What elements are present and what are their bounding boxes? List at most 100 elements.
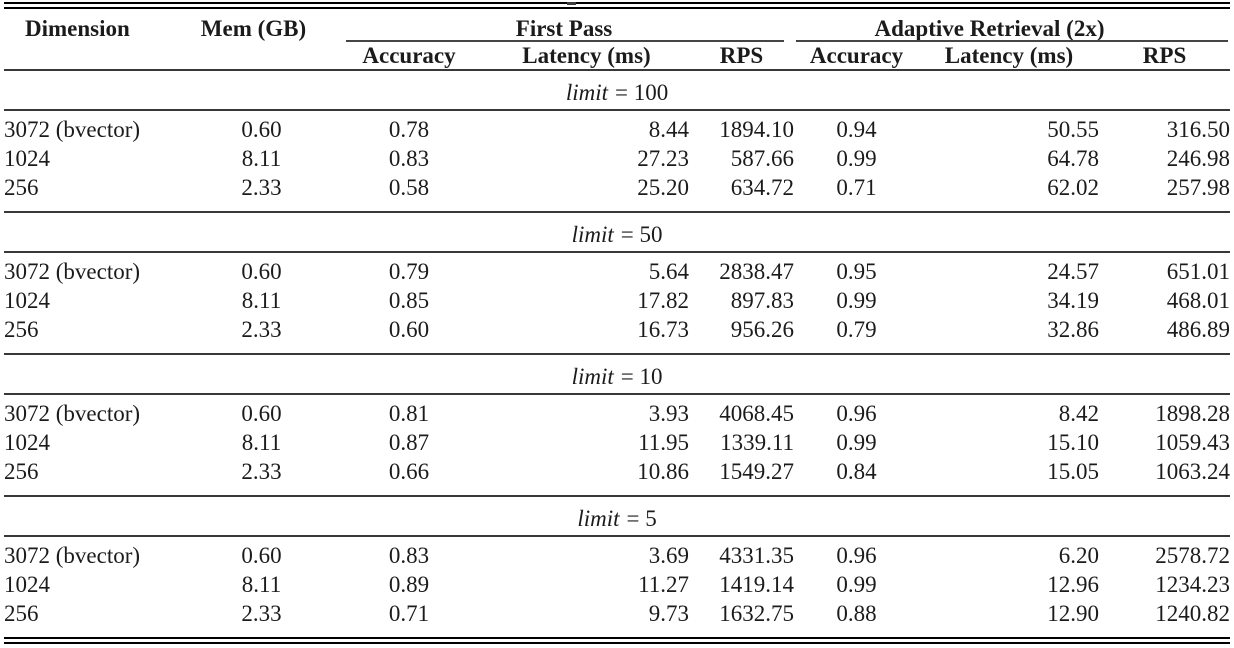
cell-fp-accuracy: 0.89 [388, 572, 430, 597]
cell-ar-accuracy: 0.84 [836, 459, 877, 484]
cell-ar-latency: 32.86 [1047, 317, 1099, 342]
cell-ar-accuracy: 0.96 [836, 543, 877, 568]
table-row: 3072 (bvector) 0.60 0.83 3.69 4331.35 0.… [4, 536, 1230, 570]
limit-value: = 10 [620, 364, 663, 389]
cell-ar-latency: 15.05 [1047, 459, 1099, 484]
cell-mem: 2.33 [241, 601, 282, 626]
cell-ar-rps: 316.50 [1166, 117, 1231, 142]
col-header-ar-accuracy: Accuracy [809, 43, 904, 68]
cell-fp-latency: 3.69 [648, 543, 689, 568]
cell-fp-accuracy: 0.58 [388, 175, 430, 200]
cell-fp-rps: 897.83 [730, 288, 794, 313]
cell-fp-latency: 16.73 [637, 317, 689, 342]
limit-value: = 50 [620, 222, 663, 247]
cell-fp-accuracy: 0.60 [388, 317, 430, 342]
cell-ar-accuracy: 0.99 [836, 430, 877, 455]
cell-ar-rps: 468.01 [1166, 288, 1231, 313]
limit-variable: limit [571, 222, 614, 247]
table-row: 256 2.33 0.60 16.73 956.26 0.79 32.86 48… [4, 315, 1230, 354]
group-header-first-pass: First Pass [334, 6, 794, 43]
col-header-fp-accuracy: Accuracy [362, 43, 456, 68]
limit-variable: limit [565, 80, 608, 105]
cell-mem: 0.60 [241, 259, 282, 284]
cell-fp-accuracy: 0.71 [388, 601, 430, 626]
cell-mem: 8.11 [241, 288, 282, 313]
col-header-fp-rps: RPS [719, 43, 764, 68]
cell-dimension: 3072 (bvector) [4, 543, 141, 568]
table-row: 1024 8.11 0.83 27.23 587.66 0.99 64.78 2… [4, 144, 1230, 173]
cell-fp-accuracy: 0.87 [388, 430, 430, 455]
cell-fp-rps: 634.72 [730, 175, 794, 200]
cell-ar-rps: 1059.43 [1155, 430, 1231, 455]
cell-mem: 0.60 [241, 401, 282, 426]
cell-dimension: 1024 [4, 288, 50, 313]
group-header-adaptive-retrieval: Adaptive Retrieval (2x) [794, 6, 1230, 43]
section-label: limit = 100 [4, 69, 1231, 111]
section-label: limit = 5 [4, 495, 1231, 537]
cell-fp-rps: 1894.10 [719, 117, 794, 142]
cell-ar-rps: 2578.72 [1155, 543, 1231, 568]
cell-fp-rps: 2838.47 [719, 259, 794, 284]
cell-mem: 2.33 [241, 317, 282, 342]
col-header-dimension: Dimension [25, 16, 130, 41]
cell-ar-accuracy: 0.71 [836, 175, 877, 200]
table-row: 1024 8.11 0.89 11.27 1419.14 0.99 12.96 … [4, 570, 1230, 599]
cell-fp-latency: 25.20 [637, 175, 689, 200]
cell-mem: 8.11 [241, 572, 282, 597]
cell-ar-accuracy: 0.99 [836, 288, 877, 313]
cell-fp-latency: 9.73 [648, 601, 689, 626]
header-row-subcolumns: Accuracy Latency (ms) RPS Accuracy Laten… [4, 42, 1230, 70]
cell-ar-accuracy: 0.88 [836, 601, 877, 626]
cell-ar-latency: 15.10 [1047, 430, 1099, 455]
table-row: 3072 (bvector) 0.60 0.79 5.64 2838.47 0.… [4, 252, 1230, 286]
cell-ar-latency: 8.42 [1058, 401, 1099, 426]
cell-fp-rps: 587.66 [730, 146, 794, 171]
cell-fp-latency: 17.82 [637, 288, 689, 313]
cell-fp-accuracy: 0.66 [388, 459, 430, 484]
section-header-limit-50: limit = 50 [4, 211, 1231, 253]
cell-fp-latency: 3.93 [648, 401, 689, 426]
table-row: 256 2.33 0.71 9.73 1632.75 0.88 12.90 12… [4, 599, 1230, 641]
table-body: limit = 100 3072 (bvector) 0.60 0.78 8.44… [4, 69, 1231, 641]
cell-fp-accuracy: 0.81 [388, 401, 430, 426]
section-header-limit-10: limit = 10 [4, 353, 1231, 395]
cell-dimension: 256 [4, 175, 39, 200]
limit-variable: limit [577, 506, 620, 531]
limit-value: = 100 [614, 80, 669, 105]
cell-ar-accuracy: 0.79 [836, 317, 877, 342]
table-row: 256 2.33 0.58 25.20 634.72 0.71 62.02 25… [4, 173, 1230, 212]
limit-variable: limit [571, 364, 614, 389]
cell-dimension: 3072 (bvector) [4, 259, 141, 284]
table-row: 3072 (bvector) 0.60 0.81 3.93 4068.45 0.… [4, 394, 1230, 428]
cell-ar-rps: 651.01 [1166, 259, 1231, 284]
table-row: 3072 (bvector) 0.60 0.78 8.44 1894.10 0.… [4, 110, 1230, 144]
cell-mem: 8.11 [241, 430, 282, 455]
header-row-groups: Dimension Mem (GB) First Pass Adaptive R… [4, 6, 1230, 43]
col-header-mem: Mem (GB) [200, 16, 307, 41]
cell-ar-latency: 24.57 [1047, 259, 1099, 284]
cell-ar-latency: 64.78 [1047, 146, 1099, 171]
cell-dimension: 256 [4, 601, 39, 626]
cell-ar-latency: 6.20 [1058, 543, 1099, 568]
cell-mem: 0.60 [241, 117, 282, 142]
cell-ar-accuracy: 0.95 [836, 259, 877, 284]
cell-fp-latency: 11.27 [638, 572, 689, 597]
cell-ar-rps: 1063.24 [1155, 459, 1231, 484]
cell-dimension: 1024 [4, 572, 50, 597]
cell-ar-latency: 50.55 [1047, 117, 1099, 142]
cell-fp-latency: 8.44 [648, 117, 689, 142]
section-label: limit = 50 [4, 211, 1231, 253]
col-header-fp-latency: Latency (ms) [522, 43, 651, 68]
cell-fp-accuracy: 0.83 [388, 146, 430, 171]
cell-fp-rps: 956.26 [730, 317, 794, 342]
section-label: limit = 10 [4, 353, 1231, 395]
cell-fp-rps: 1339.11 [720, 430, 794, 455]
table-row: 256 2.33 0.66 10.86 1549.27 0.84 15.05 1… [4, 457, 1230, 496]
cell-mem: 2.33 [241, 459, 282, 484]
cell-ar-latency: 12.90 [1047, 601, 1099, 626]
cell-fp-accuracy: 0.85 [388, 288, 430, 313]
section-header-limit-100: limit = 100 [4, 69, 1231, 111]
cell-dimension: 256 [4, 317, 39, 342]
cell-dimension: 1024 [4, 430, 50, 455]
